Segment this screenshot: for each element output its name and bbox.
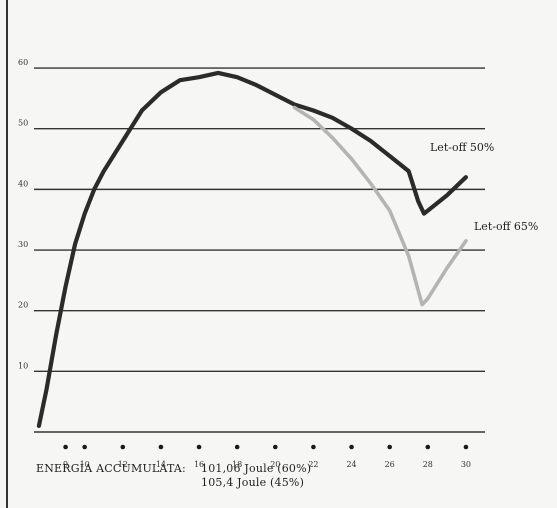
x-tick-label-20: 20 xyxy=(270,460,280,469)
x-tick-dot-20 xyxy=(272,444,278,450)
y-tick-label-30: 30 xyxy=(18,240,28,249)
series-line-2 xyxy=(292,105,468,307)
x-tick-label-14: 14 xyxy=(156,460,166,469)
left-frame-line xyxy=(6,0,8,508)
series-label-1: Let-off 50% xyxy=(430,141,494,154)
x-tick-label-28: 28 xyxy=(423,460,433,469)
x-tick-dot-9 xyxy=(63,444,68,450)
x-tick-dot-16 xyxy=(196,444,202,450)
x-tick-dot-12 xyxy=(120,444,126,450)
energy-value-2: 105,4 Joule (45%) xyxy=(201,476,305,489)
x-tick-dot-22 xyxy=(311,444,316,450)
x-tick-dot-18 xyxy=(234,444,240,450)
x-tick-label-9: 9 xyxy=(63,460,68,469)
x-tick-dot-24 xyxy=(349,444,354,450)
x-tick-label-30: 30 xyxy=(461,460,471,469)
energy-value-1: 101,06 Joule (60%) xyxy=(201,462,312,475)
x-tick-label-12: 12 xyxy=(118,460,128,469)
x-tick-label-18: 18 xyxy=(232,460,242,469)
x-tick-dot-10 xyxy=(82,444,87,450)
x-tick-dot-30 xyxy=(463,444,469,450)
y-tick-label-40: 40 xyxy=(18,179,28,188)
y-tick-label-50: 50 xyxy=(18,119,28,128)
x-tick-label-22: 22 xyxy=(308,460,318,469)
x-tick-label-26: 26 xyxy=(385,460,395,469)
y-tick-label-10: 10 xyxy=(18,361,28,370)
x-tick-dot-14 xyxy=(158,444,164,450)
x-tick-label-24: 24 xyxy=(346,460,356,469)
series-label-2: Let-off 65% xyxy=(474,220,538,233)
x-tick-label-16: 16 xyxy=(194,460,204,469)
series-line-1 xyxy=(36,70,468,428)
x-tick-label-10: 10 xyxy=(80,460,90,469)
y-tick-label-20: 20 xyxy=(18,301,28,310)
energy-label: ENERGIA ACCUMULATA: xyxy=(36,462,186,475)
x-tick-dot-26 xyxy=(387,444,392,450)
y-tick-label-60: 60 xyxy=(18,58,28,67)
x-tick-dot-28 xyxy=(425,444,431,450)
